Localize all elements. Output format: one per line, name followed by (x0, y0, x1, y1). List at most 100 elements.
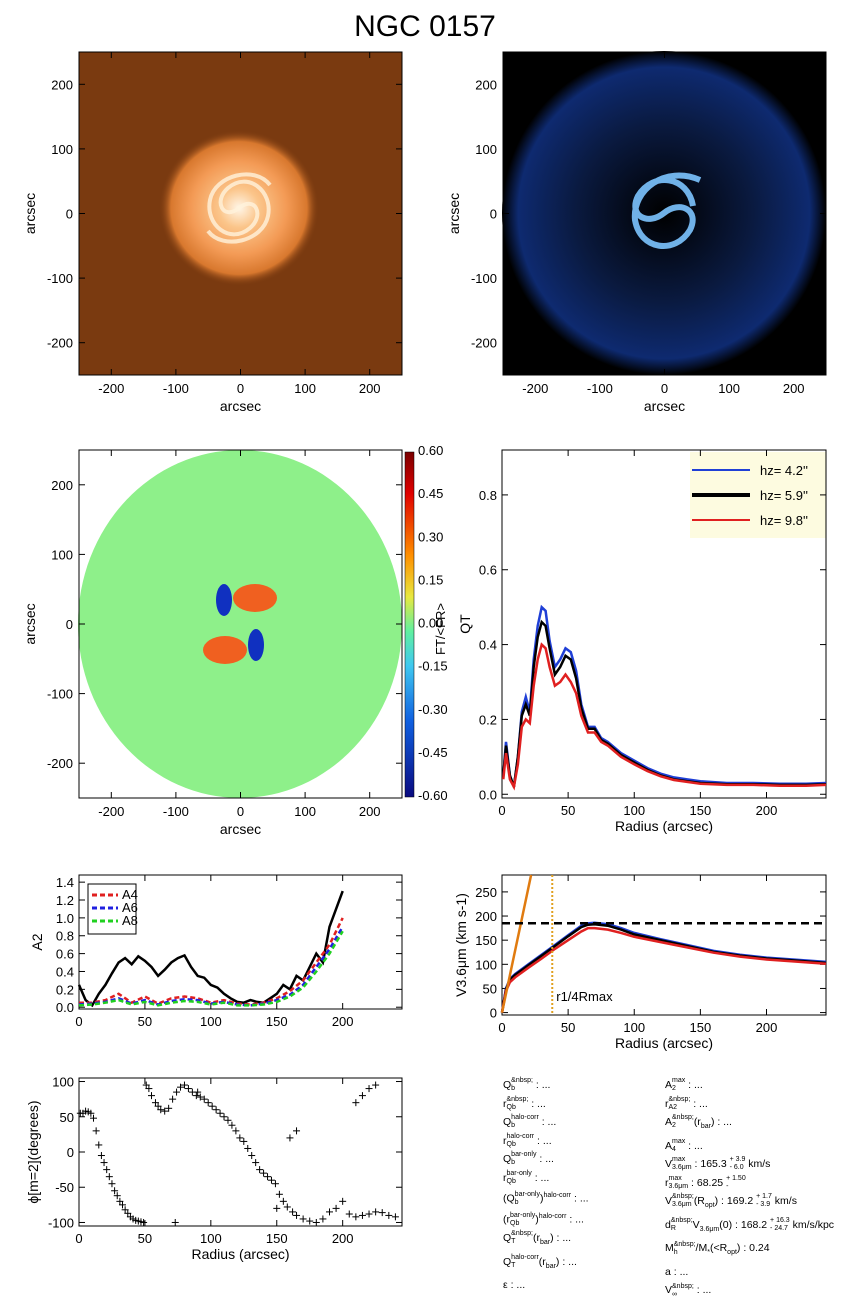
series-line (502, 604, 827, 788)
y-tick-label: 0.0 (56, 1000, 74, 1015)
ir-disk (502, 51, 826, 375)
phase-point (372, 1208, 380, 1216)
x-tick-label: 0 (237, 804, 244, 819)
optical-axes: -200 -100 0 100 200 200 100 0 -100 -200 arcsec arcs… (22, 52, 402, 414)
colorbar-tick-label: -0.30 (418, 702, 448, 717)
colorbar-tick-label: -0.15 (418, 659, 448, 674)
optical-image (79, 52, 402, 375)
phase-point (169, 1095, 177, 1103)
x-tick-label: 150 (266, 1231, 288, 1246)
x-tick-label: 150 (690, 1020, 712, 1035)
series-line (78, 930, 344, 1007)
x-axis-label: arcsec (220, 398, 261, 414)
phase-point (200, 1095, 208, 1103)
phase-point (365, 1210, 373, 1218)
y-tick-label: 200 (475, 909, 497, 924)
phase-point (240, 1137, 248, 1145)
x-tick-label: 0 (498, 1020, 505, 1035)
legend-label: hz= 5.9'' (760, 488, 808, 503)
x-tick-label: 200 (359, 381, 381, 396)
phase-point (224, 1116, 232, 1124)
phase-point (204, 1099, 212, 1107)
phase-point (352, 1099, 360, 1107)
y-tick-label: 1.2 (56, 893, 74, 908)
phase-point (275, 1190, 283, 1198)
phase-point (267, 1176, 275, 1184)
y-tick-label: 0.0 (479, 787, 497, 802)
x-tick-label: -200 (522, 381, 548, 396)
phase-series (76, 1081, 399, 1226)
series-line (78, 926, 344, 1007)
phase-point (391, 1213, 399, 1221)
y-axis-label: arcsec (22, 603, 38, 644)
legend-label: hz= 9.8'' (760, 513, 808, 528)
info-line: d &nbsp; R V3.6μm(0) : 168.2 + 16.3- 24.7 k… (665, 1216, 835, 1233)
legend-label: A6 (122, 900, 138, 915)
x-tick-label: 100 (200, 1014, 222, 1029)
x-tick-label: 50 (138, 1231, 152, 1246)
x-tick-label: 0 (498, 803, 505, 818)
force-map-blob-blue-upper (216, 584, 232, 616)
phase-point (279, 1197, 287, 1205)
x-tick-label: 200 (756, 803, 778, 818)
colorbar-tick-label: 0.45 (418, 486, 443, 501)
series-line (500, 874, 533, 1013)
phase-point (312, 1218, 320, 1226)
y-tick-label: 100 (475, 957, 497, 972)
phase-point (293, 1211, 301, 1219)
phase-point (134, 1217, 142, 1225)
x-tick-label: 0 (75, 1014, 82, 1029)
info-line: Q &nbsp; b : ... (503, 1077, 551, 1093)
a2-series (77, 890, 344, 1008)
phase-point (332, 1204, 340, 1212)
vc-frame (501, 874, 827, 1016)
a2-axes: 0 50 100 150 200 0.0 0.2 0.4 0.6 0.8 1.0 1.2 1.4 A2 (29, 875, 402, 1029)
y-tick-label: 200 (51, 478, 73, 493)
phase-point (306, 1217, 314, 1225)
info-line: r max 3.6μm : 68.25 + 1.50- (665, 1174, 746, 1190)
phase-frame (78, 1077, 403, 1227)
y-tick-label: 0.4 (56, 964, 74, 979)
x-tick-label: -100 (163, 804, 189, 819)
a2-legend-box (87, 883, 137, 935)
phase-point (137, 1218, 145, 1226)
force-map-blob-red-upper (233, 584, 277, 612)
phase-point (319, 1215, 327, 1223)
x-tick-label: 0 (661, 381, 668, 396)
phase-point (87, 1109, 95, 1117)
y-axis-label: arcsec (446, 193, 462, 234)
y-tick-label: 200 (475, 77, 497, 92)
y-tick-label: -200 (47, 756, 73, 771)
x-tick-label: 200 (332, 1014, 354, 1029)
phase-point (293, 1127, 301, 1135)
ir-frame (502, 51, 827, 376)
phase-point (286, 1134, 294, 1142)
vc-series: r1/4Rmax (500, 874, 827, 1015)
y-tick-label: 0.4 (479, 638, 497, 653)
phase-point (325, 1208, 333, 1216)
phase-point (299, 1215, 307, 1223)
phase-point (142, 1081, 150, 1089)
x-tick-label: 200 (332, 1231, 354, 1246)
y-tick-label: 100 (475, 142, 497, 157)
x-tick-label: 0 (75, 1231, 82, 1246)
optical-spiral-arms (206, 172, 272, 244)
y-tick-label: -200 (471, 336, 497, 351)
phase-point (126, 1213, 134, 1221)
info-line: Q &nbsp; T (rbar) : ... (503, 1230, 572, 1247)
x-tick-label: 150 (266, 1014, 288, 1029)
phase-point (171, 1218, 179, 1226)
phase-point (256, 1166, 264, 1174)
phase-point (220, 1113, 228, 1121)
phase-point (145, 1085, 153, 1093)
phase-point (140, 1218, 148, 1226)
optical-frame (78, 51, 403, 376)
phase-point (84, 1108, 92, 1116)
series-line (502, 642, 827, 791)
phase-point (264, 1173, 272, 1181)
qt-legend-box (690, 452, 826, 538)
y-axis-label: QT (457, 614, 473, 634)
colorbar-tick-label: 0.30 (418, 529, 443, 544)
